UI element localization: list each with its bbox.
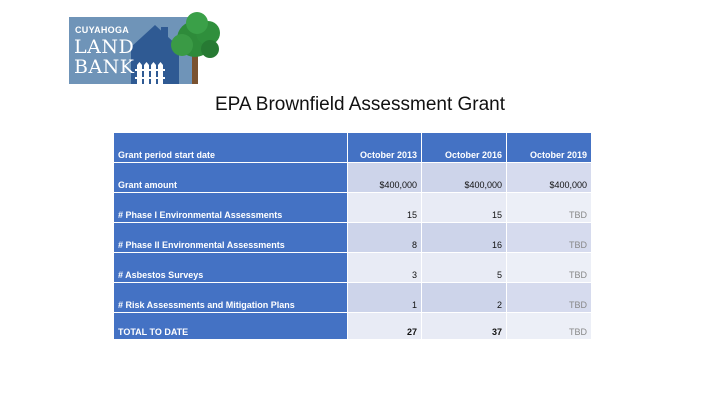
grant-table: Grant period start date October 2013 Oct… [114, 133, 592, 340]
row-label: # Phase II Environmental Assessments [114, 223, 348, 253]
row-value: 16 [422, 223, 507, 253]
header-col-2: October 2016 [422, 133, 507, 163]
row-value: 27 [348, 313, 422, 340]
row-value: 5 [422, 253, 507, 283]
row-label: Grant amount [114, 163, 348, 193]
row-label: # Risk Assessments and Mitigation Plans [114, 283, 348, 313]
table-row: # Phase I Environmental Assessments 15 1… [114, 193, 592, 223]
cuyahoga-land-bank-logo: CUYAHOGA LAND BANK [69, 11, 221, 84]
header-col-3: October 2019 [507, 133, 592, 163]
logo-text-cuyahoga: CUYAHOGA [75, 25, 130, 35]
row-value: $400,000 [422, 163, 507, 193]
table-row: # Asbestos Surveys 3 5 TBD [114, 253, 592, 283]
table-row: # Phase II Environmental Assessments 8 1… [114, 223, 592, 253]
row-value: TBD [507, 253, 592, 283]
header-label: Grant period start date [114, 133, 348, 163]
row-value: 8 [348, 223, 422, 253]
row-value: 1 [348, 283, 422, 313]
row-value: TBD [507, 223, 592, 253]
row-value: 2 [422, 283, 507, 313]
header-col-1: October 2013 [348, 133, 422, 163]
house-tree-icon [131, 12, 220, 84]
table-row-total: TOTAL TO DATE 27 37 TBD [114, 313, 592, 340]
table-row: # Risk Assessments and Mitigation Plans … [114, 283, 592, 313]
row-label: # Asbestos Surveys [114, 253, 348, 283]
row-value: 15 [348, 193, 422, 223]
row-label: TOTAL TO DATE [114, 313, 348, 340]
table-row: Grant amount $400,000 $400,000 $400,000 [114, 163, 592, 193]
row-value: $400,000 [507, 163, 592, 193]
row-value: 37 [422, 313, 507, 340]
row-value: TBD [507, 313, 592, 340]
row-value: 15 [422, 193, 507, 223]
slide-title: EPA Brownfield Assessment Grant [214, 94, 506, 115]
table-header-row: Grant period start date October 2013 Oct… [114, 133, 592, 163]
row-label: # Phase I Environmental Assessments [114, 193, 348, 223]
logo-text-bank: BANK [74, 56, 135, 78]
row-value: TBD [507, 283, 592, 313]
logo-text-land: LAND [74, 36, 135, 58]
row-value: TBD [507, 193, 592, 223]
row-value: 3 [348, 253, 422, 283]
row-value: $400,000 [348, 163, 422, 193]
